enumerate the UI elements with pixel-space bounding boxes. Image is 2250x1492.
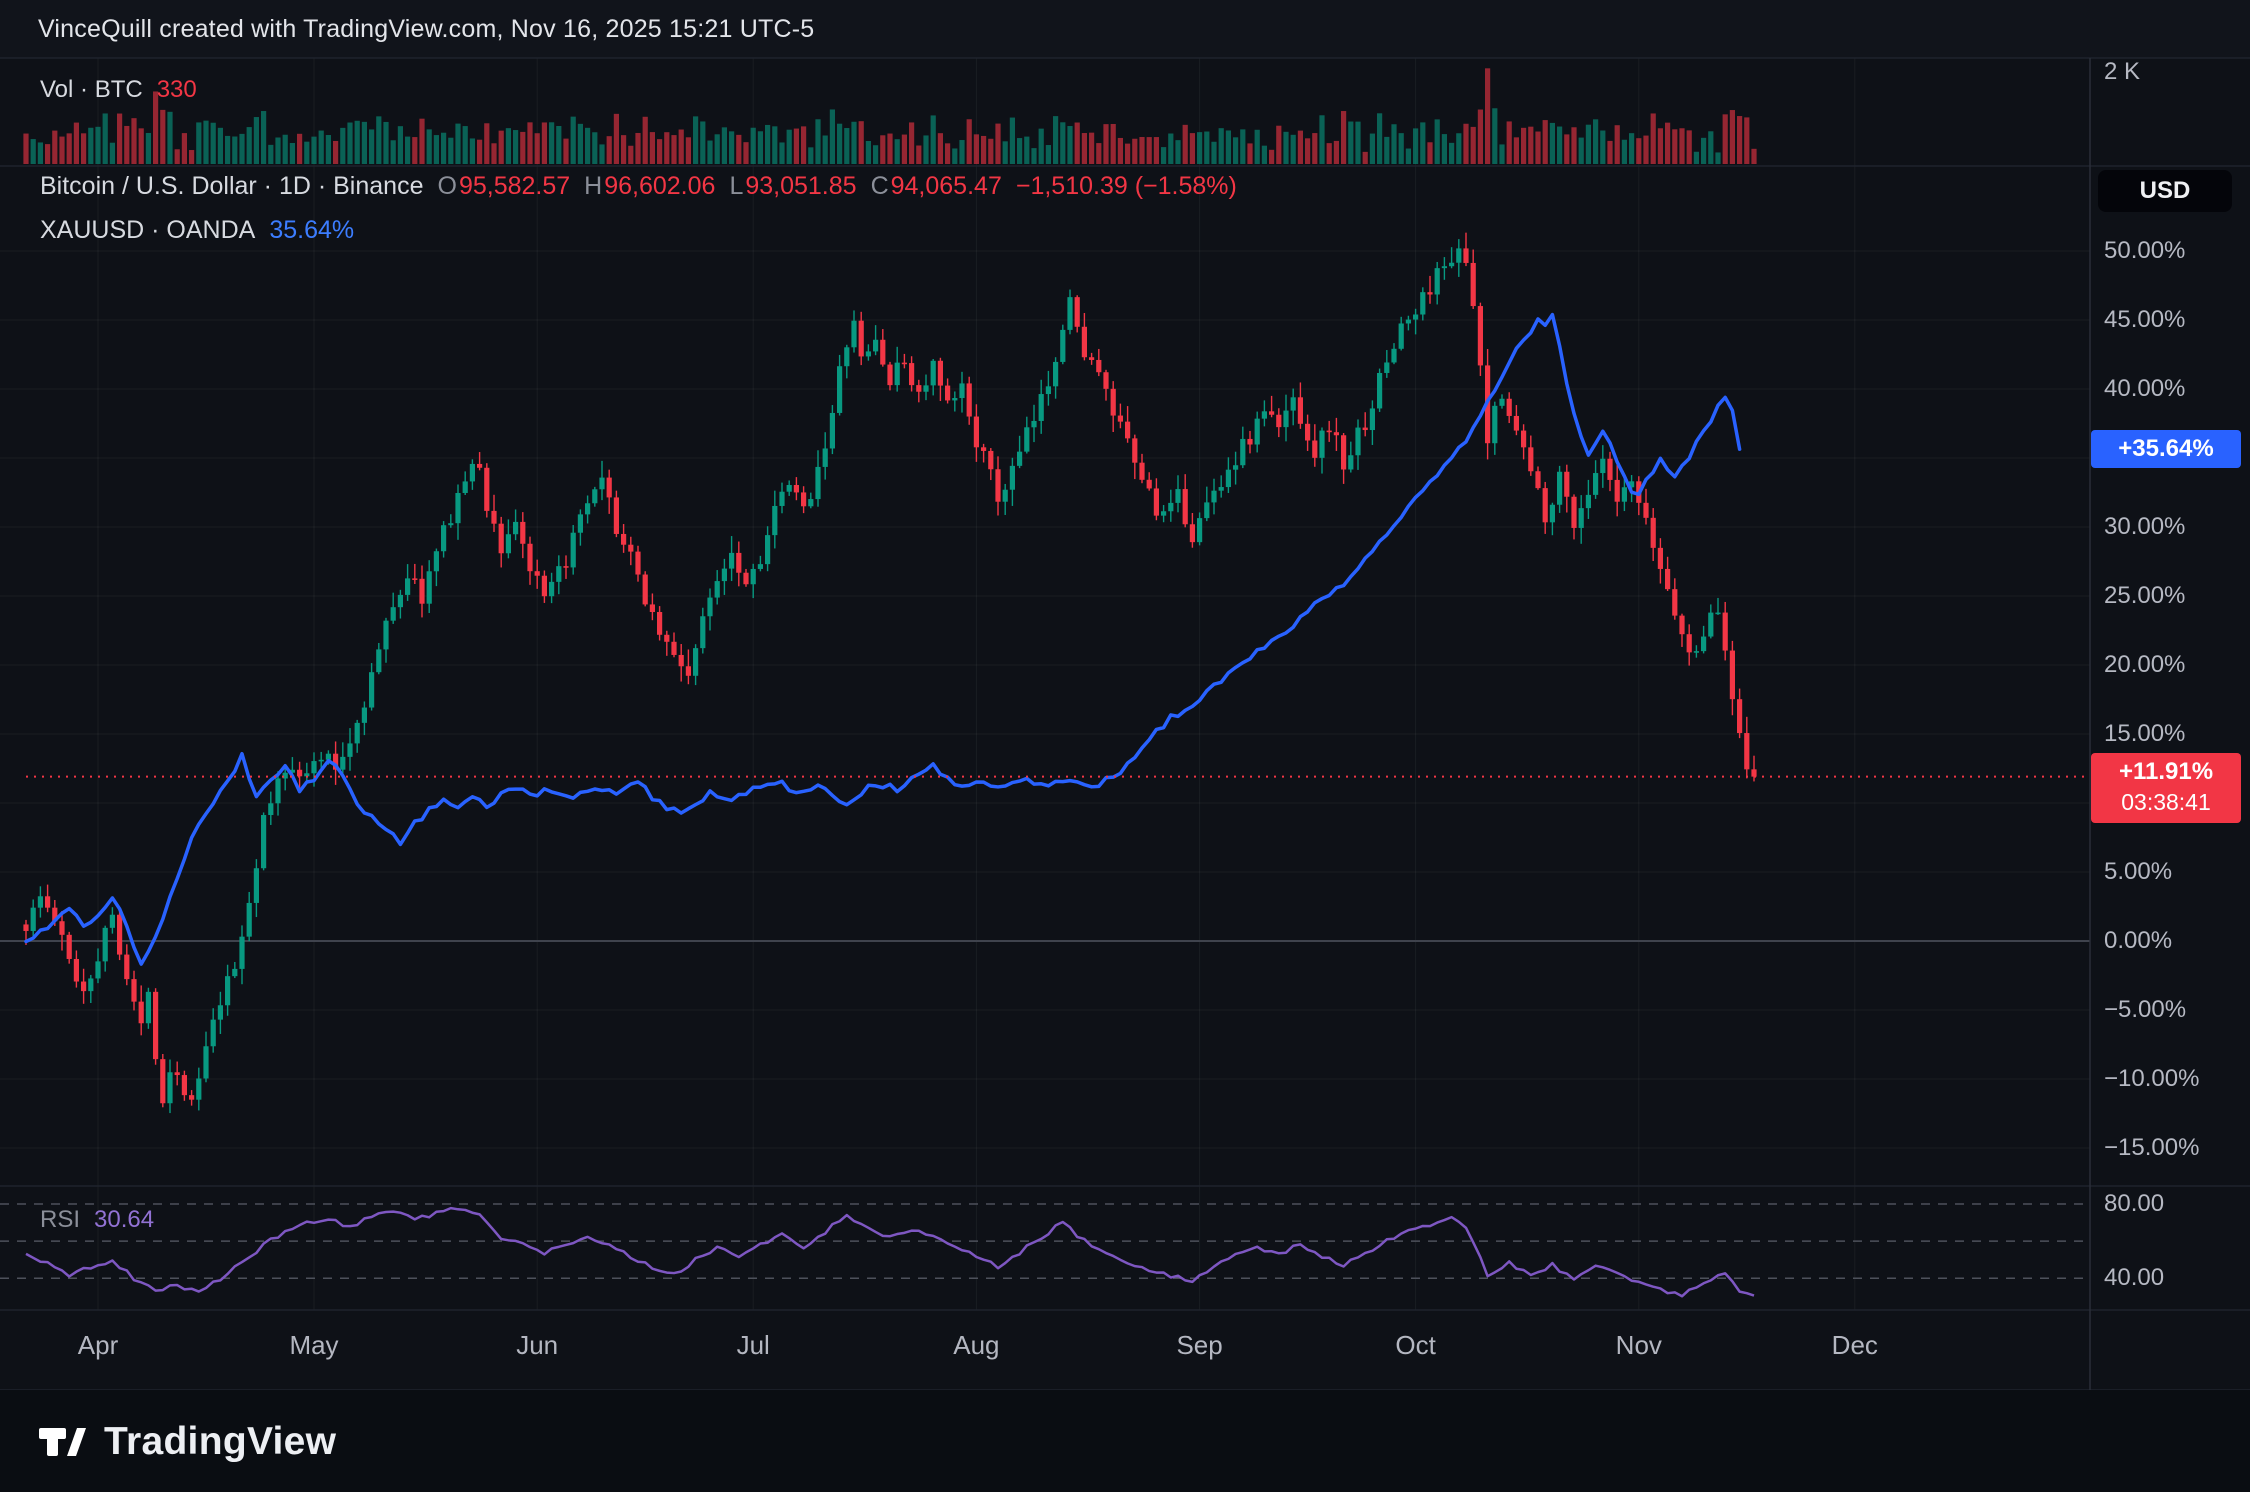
- rsi-bands: [0, 1203, 2090, 1279]
- symbol-legend[interactable]: Bitcoin / U.S. Dollar · 1D · Binance O95…: [40, 172, 1237, 201]
- volume-legend-value: 330: [156, 76, 197, 103]
- time-axis-month-label: Dec: [1831, 1330, 1878, 1360]
- price-scale-label: −10.00%: [2104, 1065, 2200, 1092]
- rsi-line: [25, 1206, 1755, 1298]
- btc-price-badge-value: +11.91%: [2118, 757, 2214, 785]
- tradingview-attribution[interactable]: TradingView: [36, 1416, 336, 1468]
- price-scale-label: 25.00%: [2104, 582, 2186, 609]
- volume-scale-label: 2 K: [2104, 58, 2141, 85]
- comparison-legend-title: XAUUSD · OANDA: [40, 216, 256, 244]
- gridlines: [0, 58, 2090, 1310]
- time-axis-month-label: May: [289, 1330, 339, 1360]
- time-axis-month-label: Jul: [736, 1330, 770, 1360]
- pane-separators: [0, 57, 2250, 1391]
- symbol-legend-title: Bitcoin / U.S. Dollar · 1D · Binance: [40, 172, 424, 200]
- candlestick-series: [23, 248, 1757, 1104]
- rsi-legend[interactable]: RSI 30.64: [40, 1206, 154, 1234]
- volume-series: [23, 68, 1757, 164]
- price-scale-label: 15.00%: [2104, 720, 2186, 747]
- volume-legend-label: Vol · BTC: [40, 76, 143, 103]
- price-scale-label: −5.00%: [2104, 996, 2187, 1023]
- price-scale-label: −15.00%: [2104, 1134, 2200, 1161]
- ohlc-low: L93,051.85: [729, 172, 857, 200]
- price-scale-label: 50.00%: [2104, 237, 2186, 264]
- price-scale-label: 30.00%: [2104, 513, 2186, 540]
- price-scale-label: 0.00%: [2104, 927, 2173, 954]
- bottom-strip: [0, 1390, 2250, 1492]
- time-axis[interactable]: Apr May Jun Jul Aug Sep Oct Nov Dec: [0, 1310, 2090, 1390]
- price-scale-label: 20.00%: [2104, 651, 2186, 678]
- rsi-scale-label: 80.00: [2104, 1190, 2165, 1217]
- header-title: VinceQuill created with TradingView.com,…: [38, 14, 815, 43]
- time-axis-month-label: Aug: [953, 1330, 1000, 1360]
- tradingview-wordmark: TradingView: [104, 1420, 337, 1463]
- volume-legend[interactable]: Vol · BTC 330: [40, 76, 197, 104]
- ohlc-open: O95,582.57: [437, 172, 571, 200]
- time-axis-month-label: Sep: [1176, 1330, 1223, 1360]
- currency-toggle-button[interactable]: USD: [2098, 170, 2232, 212]
- btc-price-badge: +11.91% 03:38:41: [2091, 752, 2241, 823]
- ohlc-close: C94,065.47: [870, 172, 1002, 200]
- time-axis-month-label: Apr: [77, 1330, 119, 1360]
- header-bar: VinceQuill created with TradingView.com,…: [0, 0, 2250, 58]
- rsi-scale-label: 40.00: [2104, 1264, 2165, 1292]
- gold-price-badge: +35.64%: [2091, 430, 2241, 469]
- price-scale-label: 40.00%: [2104, 375, 2186, 402]
- tradingview-logo-icon: [39, 1428, 86, 1456]
- ohlc-high: H96,602.06: [584, 172, 716, 200]
- price-scale[interactable]: 50.00% 45.00% 40.00% 30.00% 25.00% 20.00% 15.0…: [2090, 0, 2250, 1390]
- price-scale-label: 5.00%: [2104, 858, 2173, 885]
- time-axis-month-label: Nov: [1615, 1330, 1662, 1360]
- rsi-legend-value: 30.64: [94, 1206, 155, 1233]
- ohlc-change: −1,510.39 (−1.58%): [1015, 172, 1237, 200]
- rsi-legend-label: RSI: [40, 1206, 81, 1233]
- time-axis-month-label: Oct: [1395, 1330, 1436, 1360]
- gold-comparison-line: [24, 312, 1742, 966]
- comparison-legend[interactable]: XAUUSD · OANDA 35.64%: [40, 216, 354, 245]
- comparison-legend-value: 35.64%: [269, 216, 355, 244]
- price-scale-label: 45.00%: [2104, 306, 2186, 333]
- time-axis-month-label: Jun: [516, 1330, 559, 1360]
- bar-close-countdown: 03:38:41: [2121, 788, 2211, 815]
